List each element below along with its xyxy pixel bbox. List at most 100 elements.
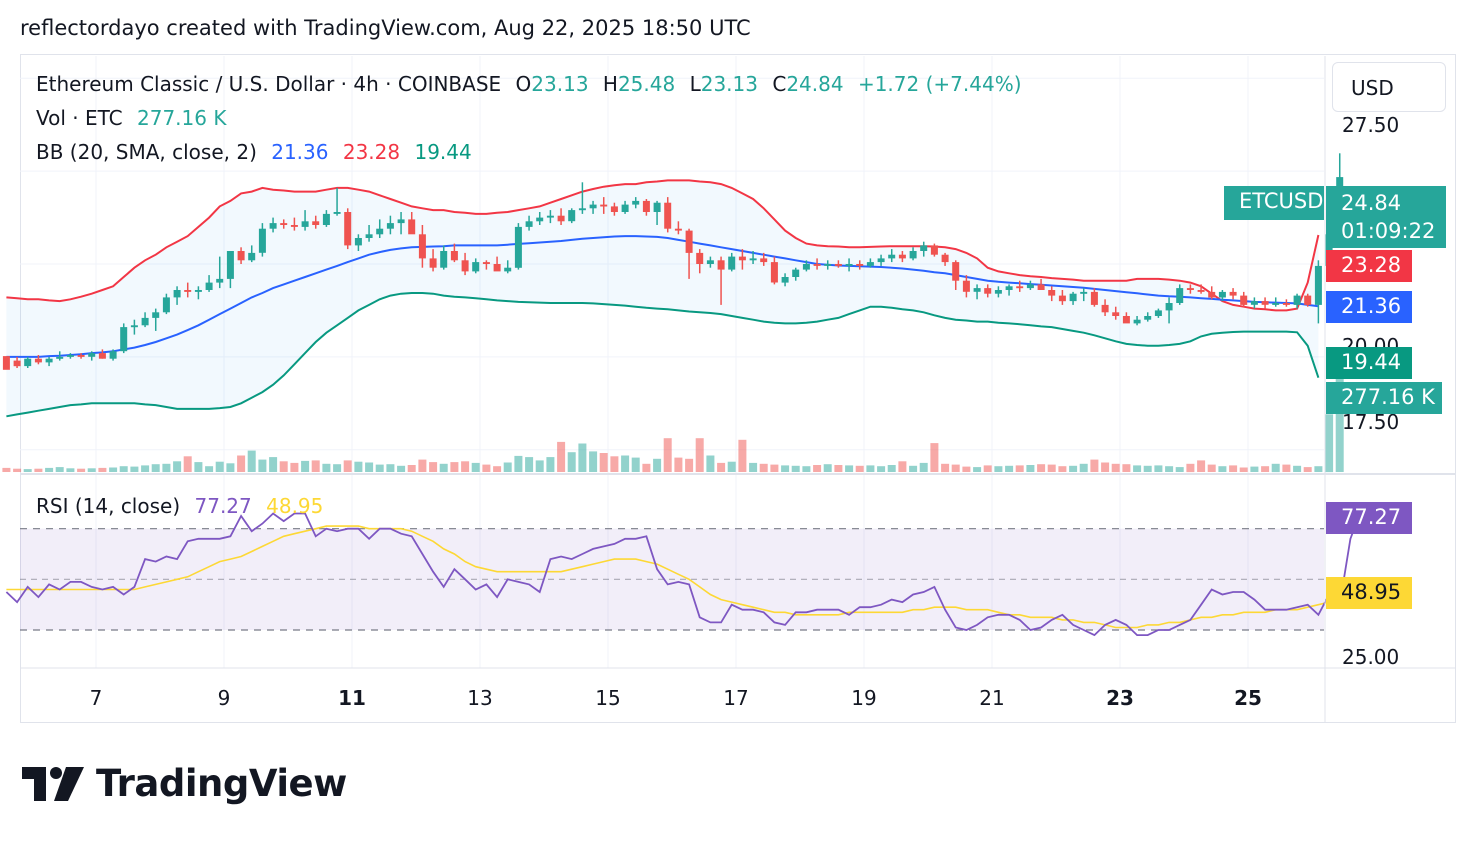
rsi-line	[5, 509, 1362, 637]
candle	[98, 349, 106, 359]
candle	[1026, 280, 1034, 290]
volume-bar	[1090, 459, 1099, 472]
candle	[1080, 288, 1088, 302]
candle	[1261, 297, 1269, 309]
candle	[706, 256, 714, 268]
symbol-description[interactable]: Ethereum Classic / U.S. Dollar · 4h · CO…	[36, 72, 502, 96]
candle	[333, 187, 341, 216]
volume-bar	[365, 462, 374, 472]
volume-bar	[1325, 414, 1334, 473]
time-tick: 21	[979, 686, 1005, 710]
candle-body	[184, 290, 192, 292]
candle-body	[354, 238, 362, 246]
candle-body	[226, 251, 234, 279]
candle-body	[1272, 303, 1280, 305]
candle	[1005, 284, 1013, 296]
volume-legend: Vol · ETC 277.16 K	[36, 106, 234, 130]
candle-body	[482, 262, 490, 264]
rsi-ma-line	[6, 525, 1362, 629]
candle-body	[56, 356, 64, 359]
candle-body	[1016, 286, 1024, 289]
candle-body	[717, 260, 725, 270]
price-tick: 27.50	[1342, 113, 1400, 137]
bb-basis-line	[6, 235, 1319, 358]
volume-bar	[119, 466, 128, 472]
volume-bar	[87, 468, 96, 472]
bb-fill	[6, 180, 1319, 417]
last-price: 24.84	[1341, 191, 1402, 215]
candle-body	[941, 254, 949, 263]
bb-label[interactable]: BB (20, SMA, close, 2)	[36, 140, 257, 164]
candle	[856, 260, 864, 270]
candle-body	[1304, 295, 1312, 305]
candle-body	[418, 234, 426, 259]
volume-bar	[13, 468, 22, 472]
candle-body	[88, 353, 96, 357]
bb-upper-value: 23.28	[342, 140, 401, 164]
candle	[354, 234, 362, 251]
candle	[173, 286, 181, 305]
volume-label[interactable]: Vol · ETC	[36, 106, 123, 130]
volume-bar	[535, 460, 544, 472]
candle-body	[578, 208, 586, 211]
volume-bar	[1293, 465, 1302, 472]
symbol-tag[interactable]: ETCUSD	[1224, 186, 1324, 220]
candle	[984, 284, 992, 298]
candlesticks[interactable]	[2, 153, 1344, 370]
volume-bar	[1250, 466, 1259, 472]
volume-bar	[557, 441, 566, 472]
time-tick: 13	[467, 686, 493, 710]
change-value: +1.72 (+7.44%)	[857, 72, 1022, 96]
candle-body	[877, 258, 885, 263]
volume-bar	[130, 466, 139, 472]
candle-body	[280, 223, 288, 225]
volume-bar	[951, 464, 960, 472]
candle-body	[205, 282, 213, 290]
candle	[312, 215, 320, 229]
rsi-value: 77.27	[194, 494, 252, 518]
candle	[1112, 306, 1120, 320]
candle-body	[898, 254, 906, 259]
candle-body	[312, 221, 320, 225]
candle	[1176, 284, 1184, 305]
price-tick: 17.50	[1342, 410, 1400, 434]
volume-bar	[930, 443, 939, 472]
volume-bar	[205, 466, 214, 472]
candle	[1048, 286, 1056, 302]
candle	[813, 258, 821, 270]
candle-body	[1122, 316, 1130, 324]
volume-bar	[290, 462, 299, 472]
bb-basis-value: 21.36	[271, 140, 329, 164]
volume-bar	[66, 468, 75, 472]
candle	[269, 217, 277, 233]
candle	[504, 260, 512, 274]
time-tick: 7	[89, 686, 103, 710]
candle-body	[1218, 291, 1226, 298]
candle	[600, 197, 608, 214]
time-tick: 25	[1234, 686, 1262, 710]
pane-separators	[20, 56, 1456, 722]
rsi-label[interactable]: RSI (14, close)	[36, 494, 181, 518]
volume-bar	[418, 459, 427, 472]
candle-body	[1005, 286, 1013, 290]
currency-button[interactable]: USD	[1332, 62, 1446, 112]
candle	[952, 260, 960, 290]
volume-bar	[941, 463, 950, 473]
high-label: H	[602, 72, 618, 96]
attribution-header: reflectordayo created with TradingView.c…	[20, 16, 751, 40]
candle-body	[952, 262, 960, 281]
volume-bar	[173, 461, 182, 472]
volume-bar	[482, 464, 491, 472]
candle-body	[1261, 301, 1269, 305]
candle-body	[248, 252, 256, 261]
volume-bar	[333, 464, 342, 472]
candle	[1144, 312, 1152, 322]
volume-bar	[343, 460, 352, 472]
candle-body	[98, 353, 106, 359]
candle-body	[824, 264, 832, 266]
candle	[578, 182, 586, 214]
candle-body	[269, 223, 277, 229]
volume-bar	[610, 456, 619, 472]
candle	[141, 312, 149, 328]
